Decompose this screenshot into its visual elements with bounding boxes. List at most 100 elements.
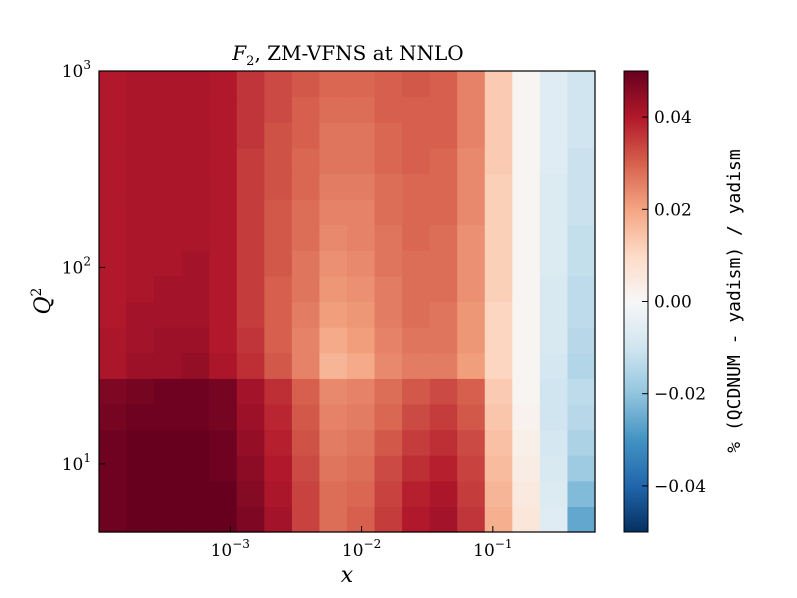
x-tick-label: 10−2: [342, 537, 381, 561]
heatmap-cell: [181, 147, 210, 175]
heatmap-cell: [402, 506, 431, 533]
heatmap-cell: [209, 173, 238, 200]
heatmap-cell: [512, 429, 541, 456]
heatmap-cell: [457, 199, 486, 226]
heatmap-cell: [264, 429, 293, 456]
heatmap-cell: [374, 250, 403, 277]
heatmap-cell: [347, 122, 376, 149]
plot-frame: [98, 70, 596, 533]
heatmap-cell: [209, 224, 238, 251]
heatmap-cell: [236, 327, 265, 354]
heatmap-cell: [99, 122, 128, 149]
heatmap-cell: [236, 352, 265, 379]
heatmap-cell: [264, 147, 293, 175]
heatmap-cell: [99, 275, 128, 303]
title-rest: , ZM-VFNS at NNLO: [254, 41, 463, 65]
heatmap-cell: [374, 122, 403, 149]
colorbar-tick-label: −0.02: [654, 385, 706, 405]
heatmap-cell: [319, 224, 348, 251]
heatmap-cell: [567, 96, 596, 123]
heatmap-cell: [484, 301, 513, 328]
heatmap-cell: [126, 301, 155, 328]
heatmap-cell: [154, 480, 183, 507]
heatmap-cell: [402, 352, 431, 379]
heatmap-cell: [539, 147, 569, 175]
heatmap-cell: [512, 147, 541, 175]
heatmap-cell: [319, 122, 348, 149]
heatmap-cell: [126, 327, 155, 354]
heatmap-cell: [264, 403, 293, 431]
heatmap-cell: [126, 378, 155, 405]
heatmap-cell: [539, 327, 569, 354]
heatmap-cell: [99, 199, 128, 226]
heatmap-cell: [539, 224, 569, 251]
heatmap-cell: [567, 301, 596, 328]
heatmap-cell: [236, 147, 265, 175]
heatmap-cell: [154, 224, 183, 251]
heatmap-cell: [374, 480, 403, 507]
heatmap-cell: [209, 147, 238, 175]
heatmap-cell: [126, 147, 155, 175]
heatmap-cell: [209, 327, 238, 354]
heatmap-cell: [429, 173, 458, 200]
heatmap-cell: [402, 480, 431, 507]
heatmap-cell: [264, 327, 293, 354]
heatmap-cell: [567, 352, 596, 379]
heatmap-cell: [512, 378, 541, 405]
heatmap-cell: [236, 250, 265, 277]
heatmap-cell: [374, 506, 403, 533]
heatmap-cell: [154, 96, 183, 123]
heatmap-cell: [374, 455, 403, 482]
heatmap-cell: [567, 506, 596, 533]
heatmap-cell: [154, 429, 183, 456]
heatmap-cell: [374, 96, 403, 123]
heatmap-cell: [291, 173, 321, 200]
heatmap-cell: [99, 378, 128, 405]
heatmap-cell: [264, 455, 293, 482]
heatmap-cell: [209, 250, 238, 277]
heatmap-cell: [319, 199, 348, 226]
heatmap-cell: [484, 250, 513, 277]
heatmap-cell: [154, 147, 183, 175]
colorbar-tick-label: −0.04: [654, 477, 706, 497]
heatmap-cell: [347, 224, 376, 251]
heatmap-cell: [154, 301, 183, 328]
heatmap-cell: [264, 301, 293, 328]
heatmap-cell: [126, 275, 155, 303]
heatmap-cell: [99, 327, 128, 354]
heatmap-cell: [264, 480, 293, 507]
heatmap-cell: [99, 403, 128, 431]
y-axis-ticks: 101 102 103: [62, 58, 105, 475]
colorbar-tick-label: 0.00: [654, 293, 692, 313]
heatmap-cell: [567, 122, 596, 149]
heatmap-cell: [126, 429, 155, 456]
y-axis-label-q: Q: [31, 296, 56, 314]
x-axis-label: x: [341, 563, 354, 588]
heatmap-cell: [567, 455, 596, 482]
heatmap-cell: [154, 173, 183, 200]
heatmap-cell: [539, 506, 569, 533]
heatmap-cell: [126, 455, 155, 482]
heatmap-cell: [291, 352, 321, 379]
heatmap-cell: [429, 352, 458, 379]
y-axis-label-sup: 2: [29, 288, 45, 297]
heatmap-cell: [181, 352, 210, 379]
heatmap-cell: [539, 250, 569, 277]
heatmap-cell: [402, 455, 431, 482]
heatmap-cell: [567, 250, 596, 277]
heatmap-cell: [264, 96, 293, 123]
heatmap-cell: [291, 275, 321, 303]
heatmap-cell: [209, 455, 238, 482]
heatmap-cell: [154, 199, 183, 226]
heatmap-cell: [347, 301, 376, 328]
heatmap-cell: [154, 506, 183, 533]
heatmap-cell: [291, 71, 321, 98]
heatmap-cell: [236, 275, 265, 303]
heatmap-cell: [484, 224, 513, 251]
heatmap-cell: [512, 301, 541, 328]
heatmap-cell: [291, 224, 321, 251]
heatmap-cell: [126, 352, 155, 379]
heatmap-cell: [374, 429, 403, 456]
y-tick-label: 102: [62, 254, 91, 278]
heatmap-cell: [209, 506, 238, 533]
